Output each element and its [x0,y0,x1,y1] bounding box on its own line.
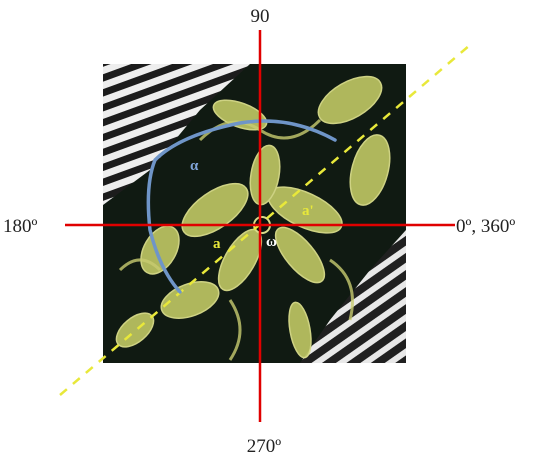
batik-fabric-image [103,64,406,363]
point-a-prime-label: a' [302,203,314,219]
point-a-label: a [213,236,221,252]
label-90: 90 [251,6,270,27]
angle-arc [146,119,337,294]
label-180: 180º [3,216,38,237]
label-270: 270º [247,436,282,457]
omega-label: ω [266,234,277,250]
diagonal-dashed-line [59,44,471,396]
alpha-label: α [190,158,199,174]
label-0-360: 0º, 360º [456,216,515,237]
